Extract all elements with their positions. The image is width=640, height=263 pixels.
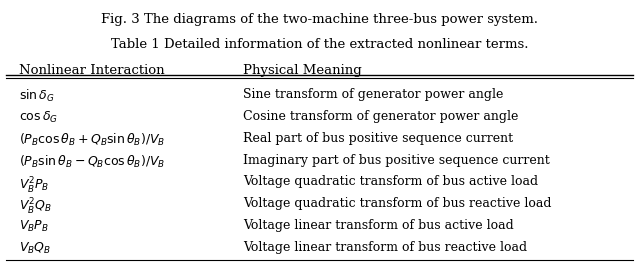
Text: Voltage linear transform of bus active load: Voltage linear transform of bus active l… bbox=[243, 219, 513, 232]
Text: $V_B^2P_B$: $V_B^2P_B$ bbox=[19, 175, 49, 195]
Text: $V_B^2Q_B$: $V_B^2Q_B$ bbox=[19, 197, 52, 217]
Text: Voltage linear transform of bus reactive load: Voltage linear transform of bus reactive… bbox=[243, 241, 527, 254]
Text: Sine transform of generator power angle: Sine transform of generator power angle bbox=[243, 88, 503, 101]
Text: $\sin\delta_G$: $\sin\delta_G$ bbox=[19, 88, 55, 104]
Text: Physical Meaning: Physical Meaning bbox=[243, 64, 362, 77]
Text: Nonlinear Interaction: Nonlinear Interaction bbox=[19, 64, 164, 77]
Text: $V_BQ_B$: $V_BQ_B$ bbox=[19, 241, 51, 256]
Text: $V_BP_B$: $V_BP_B$ bbox=[19, 219, 49, 234]
Text: Imaginary part of bus positive sequence current: Imaginary part of bus positive sequence … bbox=[243, 154, 550, 166]
Text: $(P_B\cos\theta_B+Q_B\sin\theta_B)/V_B$: $(P_B\cos\theta_B+Q_B\sin\theta_B)/V_B$ bbox=[19, 132, 166, 148]
Text: Fig. 3 The diagrams of the two-machine three-bus power system.: Fig. 3 The diagrams of the two-machine t… bbox=[101, 13, 538, 26]
Text: Cosine transform of generator power angle: Cosine transform of generator power angl… bbox=[243, 110, 518, 123]
Text: Voltage quadratic transform of bus active load: Voltage quadratic transform of bus activ… bbox=[243, 175, 538, 188]
Text: $(P_B\sin\theta_B-Q_B\cos\theta_B)/V_B$: $(P_B\sin\theta_B-Q_B\cos\theta_B)/V_B$ bbox=[19, 154, 166, 170]
Text: $\cos\delta_G$: $\cos\delta_G$ bbox=[19, 110, 58, 125]
Text: Table 1 Detailed information of the extracted nonlinear terms.: Table 1 Detailed information of the extr… bbox=[111, 38, 528, 51]
Text: Voltage quadratic transform of bus reactive load: Voltage quadratic transform of bus react… bbox=[243, 197, 551, 210]
Text: Real part of bus positive sequence current: Real part of bus positive sequence curre… bbox=[243, 132, 513, 145]
